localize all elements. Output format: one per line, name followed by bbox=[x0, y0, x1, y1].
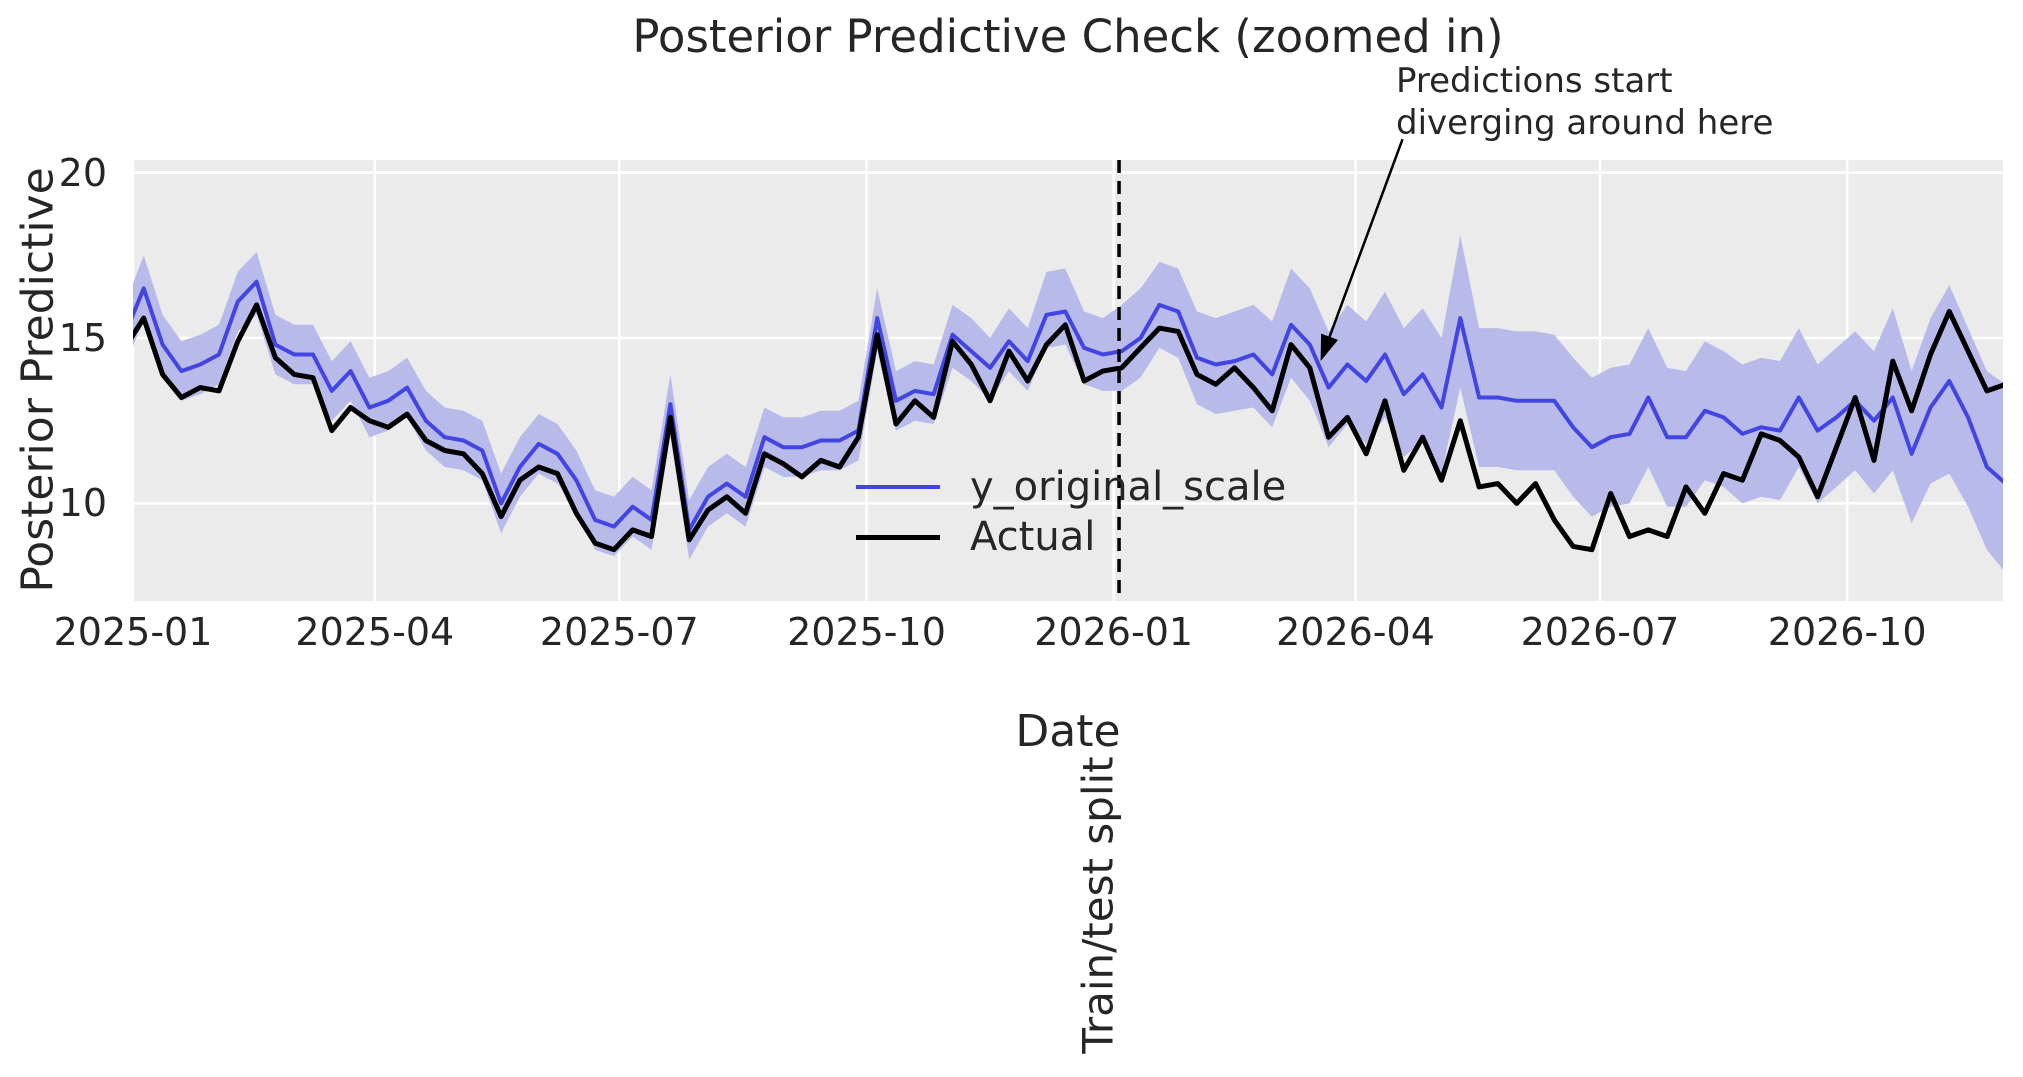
x-tick-label: 2026-10 bbox=[1767, 610, 1927, 654]
legend-item-predicted: y_original_scale bbox=[856, 462, 1286, 512]
y-tick-label: 20 bbox=[58, 150, 107, 195]
train-test-split-label: Train/test split bbox=[1073, 756, 1123, 1054]
actual-line-swatch bbox=[856, 534, 940, 540]
x-tick-label: 2025-01 bbox=[53, 610, 213, 654]
y-tick-label: 15 bbox=[58, 315, 107, 360]
actual-line bbox=[133, 302, 2003, 553]
predicted-mean-line bbox=[133, 279, 2003, 532]
x-tick-label: 2026-04 bbox=[1276, 610, 1435, 654]
predicted-line-swatch bbox=[856, 485, 940, 489]
annotation-arrow-head bbox=[1320, 333, 1338, 362]
y-axis-label: Posterior Predictive bbox=[12, 167, 64, 593]
x-tick-label: 2025-04 bbox=[295, 610, 455, 654]
legend-label-actual: Actual bbox=[970, 514, 1096, 560]
legend-item-actual: Actual bbox=[856, 512, 1286, 562]
annotation-arrow-line bbox=[1324, 138, 1404, 347]
y-tick-label: 10 bbox=[58, 481, 107, 526]
x-tick-label: 2026-01 bbox=[1034, 610, 1194, 654]
legend-label-predicted: y_original_scale bbox=[970, 464, 1287, 510]
x-tick-label: 2025-07 bbox=[539, 610, 699, 654]
x-tick-label: 2026-07 bbox=[1520, 610, 1680, 654]
credible-band bbox=[133, 235, 2003, 570]
legend: y_original_scale Actual bbox=[856, 462, 1286, 562]
x-axis-label: Date bbox=[1015, 706, 1121, 757]
chart-title: Posterior Predictive Check (zoomed in) bbox=[632, 10, 1504, 63]
divergence-annotation-text: Predictions start diverging around here bbox=[1396, 61, 1774, 144]
x-tick-label: 2025-10 bbox=[787, 610, 946, 654]
